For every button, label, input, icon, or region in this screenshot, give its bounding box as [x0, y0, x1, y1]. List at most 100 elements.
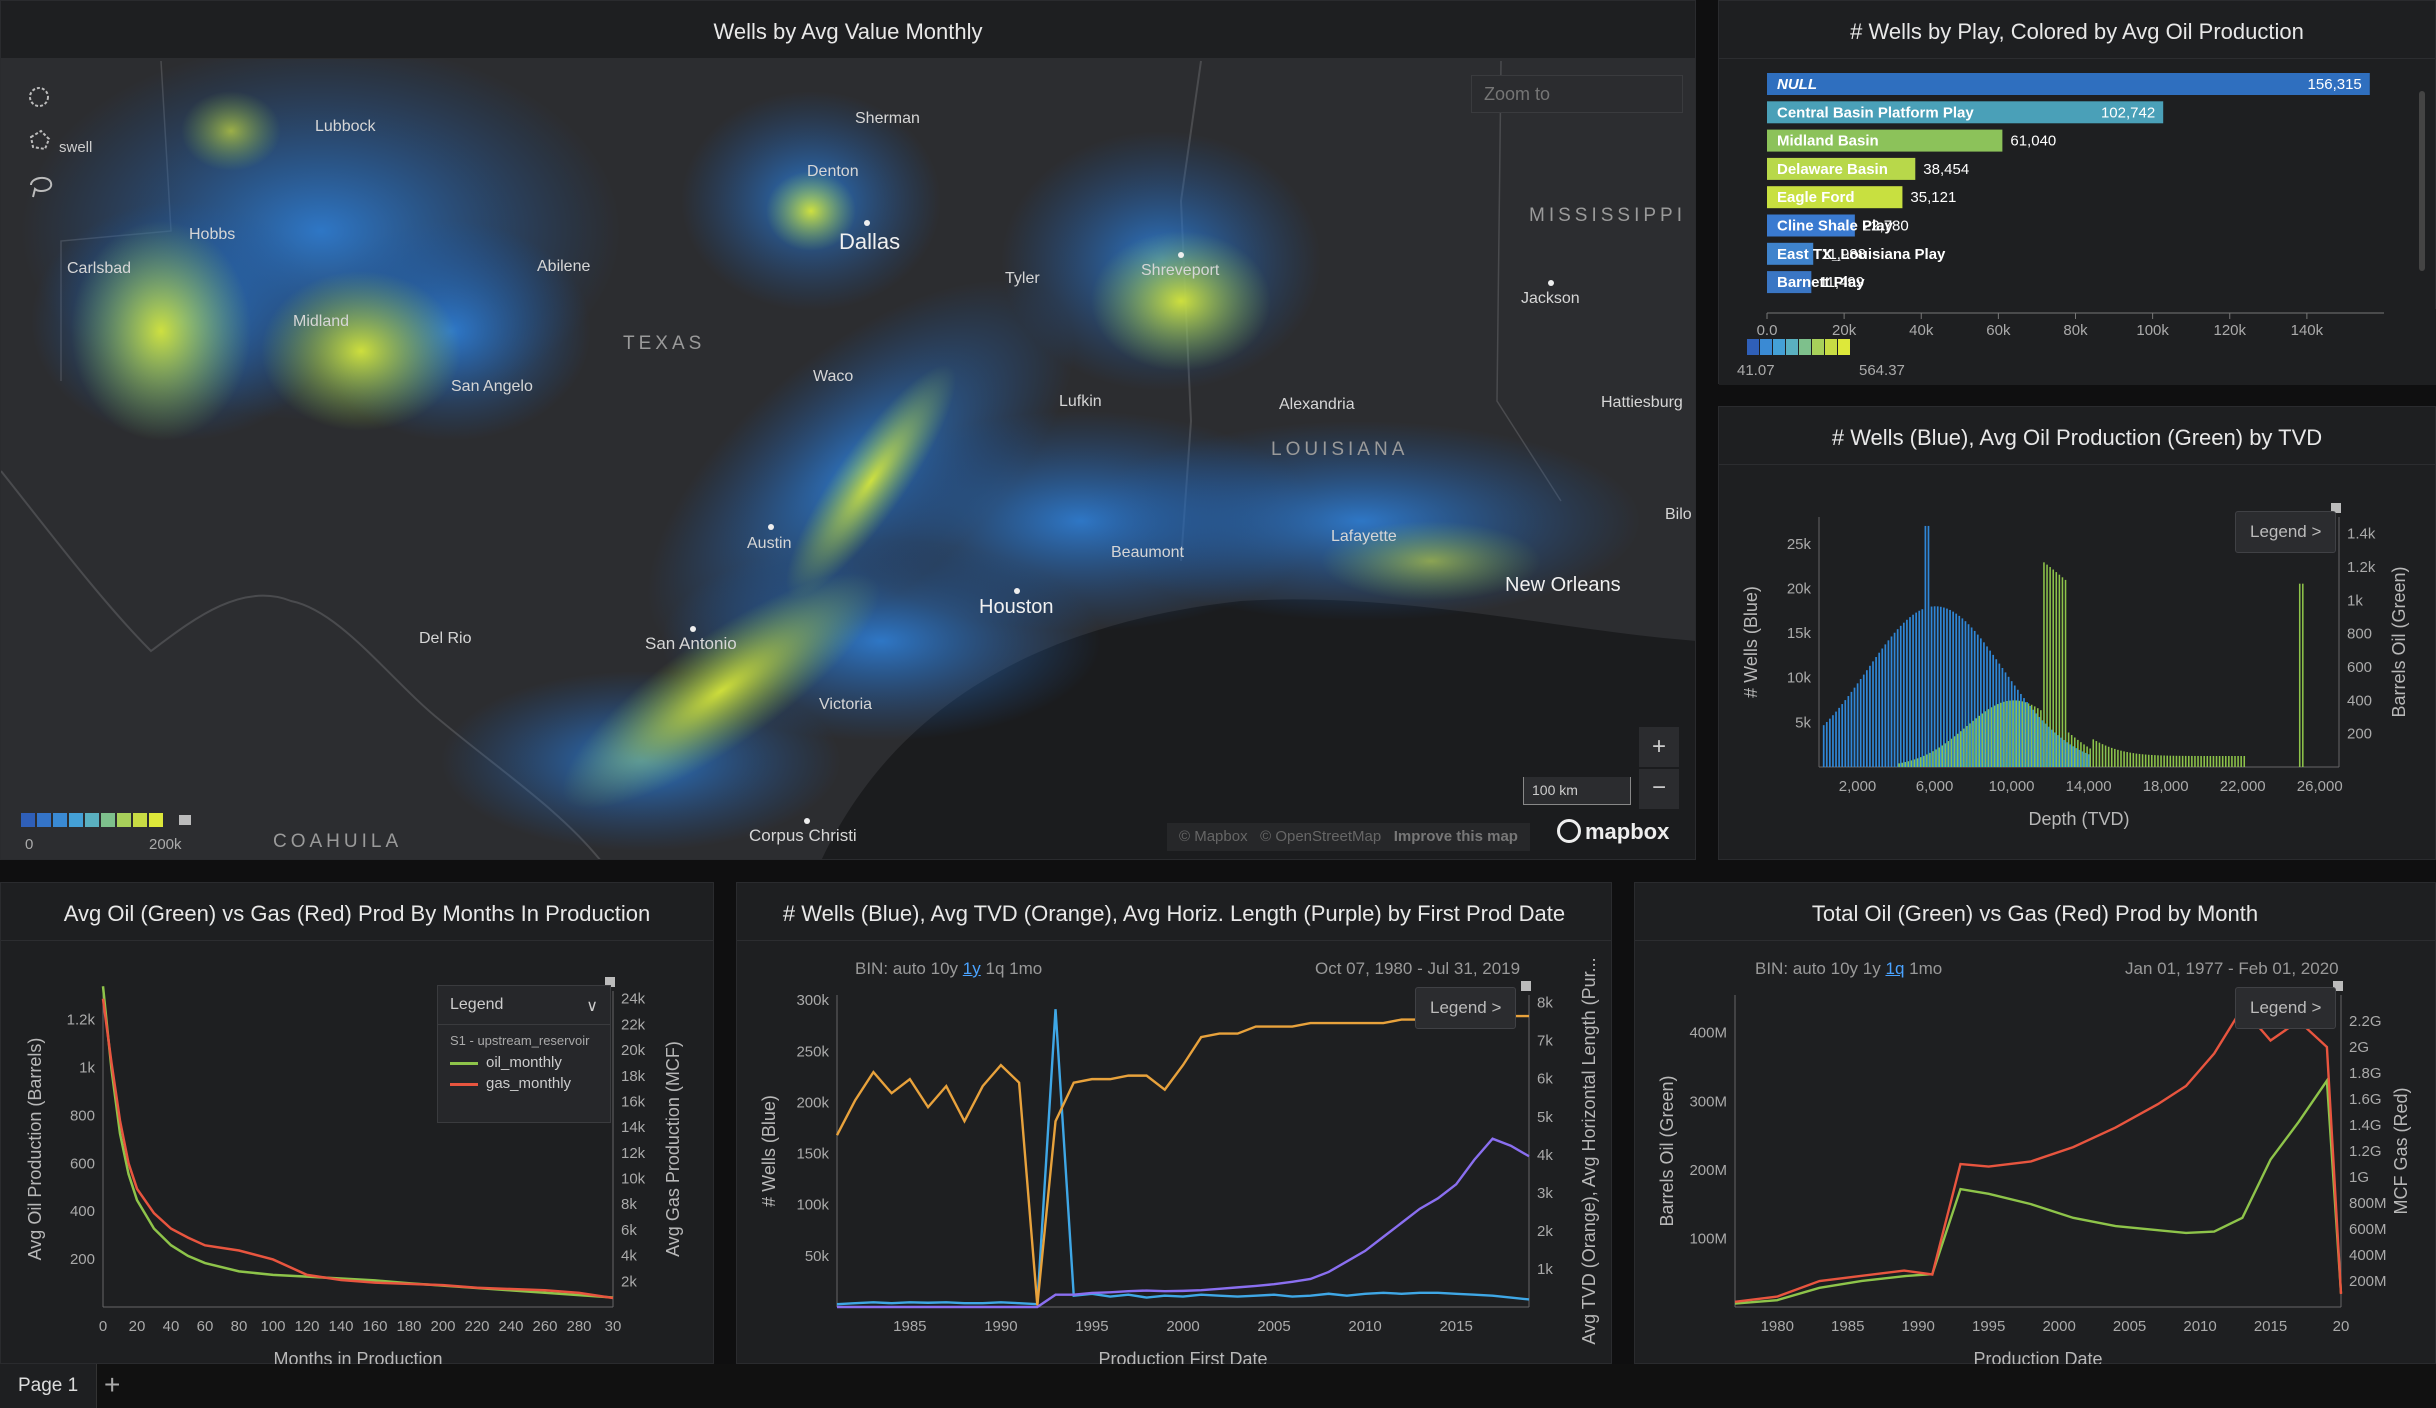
polygon-select-icon[interactable] [29, 129, 51, 151]
well-map[interactable]: Lubbock Sherman Denton Dallas Hobbs Abil… [1, 1, 1696, 860]
y2-tick-label: 8k [621, 1196, 637, 1213]
oil-bar [1907, 761, 1910, 767]
total-panel: Total Oil (Green) vs Gas (Red) Prod by M… [1634, 882, 2436, 1365]
bar-value-label: 22,780 [1863, 218, 1909, 235]
place-carlsbad: Carlsbad [67, 260, 131, 277]
months-legend-header[interactable]: Legend ∨ [438, 986, 610, 1025]
oil-bar [2200, 755, 2202, 767]
firstprod-line-chart[interactable]: Production First Date # Wells (Blue) Avg T… [737, 883, 1613, 1365]
tvd-legend-button[interactable]: Legend > [2235, 511, 2337, 553]
legend-item-gas[interactable]: gas_monthly [438, 1073, 610, 1094]
x-tick-label: 280 [566, 1318, 591, 1335]
bin-1y[interactable]: 1y [962, 959, 981, 978]
add-page-button[interactable]: + [104, 1369, 121, 1400]
scale-bar: 100 km [1523, 777, 1631, 805]
x-tick-label: 20k [1832, 322, 1857, 339]
y-tick-label: 200k [796, 1094, 829, 1111]
zoom-out-button[interactable]: − [1639, 769, 1679, 809]
oil-bar [2101, 744, 2104, 767]
place-austin: Austin [747, 535, 791, 552]
zoom-in-button[interactable]: + [1639, 727, 1679, 767]
improve-map-link[interactable]: Improve this map [1393, 828, 1518, 845]
color-legend-swatch [1799, 339, 1811, 355]
bar-1 [1767, 101, 2164, 124]
oil-bar [2197, 755, 2199, 767]
wells-bar [2057, 735, 2059, 767]
firstprod-date-range: Oct 07, 1980 - Jul 31, 2019 [1315, 959, 1521, 978]
oil-bar [2221, 755, 2224, 767]
bin-10y[interactable]: 10y [930, 959, 959, 978]
y-tick-label: 10k [1787, 670, 1812, 687]
wells-bar [2013, 685, 2016, 767]
bin-1mo[interactable]: 1mo [1909, 959, 1943, 978]
bin-1mo[interactable]: 1mo [1009, 959, 1043, 978]
osm-credit[interactable]: © OpenStreetMap [1260, 828, 1382, 845]
bin-auto[interactable]: auto [892, 959, 926, 978]
map-attribution: © Mapbox © OpenStreetMap Improve this ma… [1167, 823, 1530, 851]
firstprod-panel: # Wells (Blue), Avg TVD (Orange), Avg Ho… [736, 882, 1613, 1365]
place-mississippi: MISSISSIPPI [1529, 205, 1686, 226]
x-tick-label: 1980 [1761, 1318, 1794, 1335]
bar-category-label: NULL [1777, 76, 1817, 93]
lock-icon[interactable] [179, 815, 191, 825]
y-tick-label: 800 [70, 1107, 95, 1124]
place-jackson: Jackson [1521, 290, 1580, 307]
wells-bar [1890, 636, 1893, 767]
circle-select-icon[interactable] [29, 87, 49, 107]
wells-bar [2010, 681, 2013, 767]
page-tab-1[interactable]: Page 1 [0, 1364, 98, 1408]
x-tick-label: 220 [464, 1318, 489, 1335]
mapbox-credit[interactable]: © Mapbox [1179, 828, 1248, 845]
oil-bar [2154, 755, 2156, 767]
wells-bar [1952, 611, 1954, 767]
x-tick-label: 180 [396, 1318, 421, 1335]
oil-bar [2160, 755, 2162, 767]
oil-bar [2215, 755, 2218, 767]
oil-bar [2228, 755, 2230, 767]
mapbox-logo: mapbox [1557, 819, 1669, 845]
oil-bar [2086, 746, 2088, 767]
lasso-select-icon[interactable] [30, 177, 53, 198]
bin-10y[interactable]: 10y [1830, 959, 1859, 978]
x-tick-label: 160 [362, 1318, 387, 1335]
gas-monthly-line [101, 998, 614, 1300]
oil-bar [2191, 755, 2193, 767]
wells-bar [1829, 718, 1831, 767]
play-bar-chart[interactable]: NULL 156,315 Central Basin Platform Play 10… [1719, 1, 2436, 385]
wells-bar [1838, 707, 1840, 767]
oil-bar [2009, 700, 2011, 767]
bin-1q[interactable]: 1q [1885, 959, 1905, 978]
bin-1y[interactable]: 1y [1862, 959, 1881, 978]
wells-bar [1915, 612, 1918, 767]
y-tick-label: 400M [1689, 1025, 1727, 1042]
months-panel: Avg Oil (Green) vs Gas (Red) Prod By Mon… [0, 882, 715, 1365]
months-line-chart[interactable]: Months in Production Avg Oil Production (… [1, 883, 715, 1365]
zoom-to-input[interactable] [1471, 75, 1683, 113]
oil-bar [2234, 755, 2236, 767]
wells-bar [2038, 716, 2041, 767]
bar-2 [1767, 129, 2003, 152]
place-lufkin: Lufkin [1059, 393, 1102, 410]
total-line-chart[interactable]: Production Date Barrels Oil (Green) MCF Ga… [1635, 883, 2436, 1365]
wells-bar [1933, 606, 1936, 767]
firstprod-legend-button[interactable]: Legend > [1415, 987, 1517, 1029]
x-tick-label: 80k [2063, 322, 2088, 339]
oil-bar [2298, 583, 2301, 767]
bin-1q[interactable]: 1q [985, 959, 1005, 978]
y2-tick-label: 800M [2349, 1195, 2387, 1212]
place-new-orleans: New Orleans [1505, 574, 1621, 596]
months-legend-group: S1 - upstream_reservoir [450, 1033, 590, 1048]
wells-bar [1847, 696, 1850, 767]
wells-bar [1949, 609, 1951, 767]
place-alexandria: Alexandria [1279, 396, 1355, 413]
wells-bar [2072, 746, 2075, 767]
map-panel: Wells by Avg Value Monthly [0, 0, 1696, 860]
y2-tick-label: 7k [1537, 1033, 1553, 1050]
map-color-legend: 0 200k [21, 813, 191, 853]
tvd-histogram-chart[interactable]: Depth (TVD) # Wells (Blue) Barrels Oil (Gr… [1719, 407, 2436, 861]
oil-bar [2181, 755, 2184, 767]
total-legend-button[interactable]: Legend > [2235, 987, 2337, 1029]
wells-bar [2023, 698, 2025, 767]
bin-auto[interactable]: auto [1792, 959, 1826, 978]
legend-item-oil[interactable]: oil_monthly [438, 1052, 610, 1073]
